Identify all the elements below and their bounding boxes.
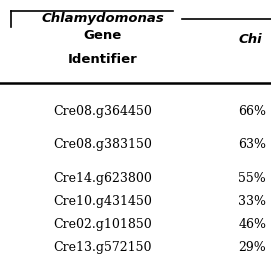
Text: Cre13.g572150: Cre13.g572150 (54, 241, 152, 254)
Text: Chlamydomonas: Chlamydomonas (42, 12, 164, 25)
Text: Cre08.g383150: Cre08.g383150 (54, 138, 152, 151)
Text: Chi: Chi (238, 33, 262, 46)
Text: 29%: 29% (238, 241, 266, 254)
Text: 63%: 63% (238, 138, 266, 151)
Text: 66%: 66% (238, 105, 266, 118)
Text: 46%: 46% (238, 218, 266, 231)
Text: Identifier: Identifier (68, 53, 138, 66)
Text: Cre10.g431450: Cre10.g431450 (54, 195, 152, 208)
Text: 55%: 55% (238, 172, 266, 185)
Text: 33%: 33% (238, 195, 266, 208)
Text: Cre02.g101850: Cre02.g101850 (54, 218, 152, 231)
Text: Cre08.g364450: Cre08.g364450 (54, 105, 152, 118)
Text: Gene: Gene (84, 29, 122, 42)
Text: Cre14.g623800: Cre14.g623800 (54, 172, 152, 185)
